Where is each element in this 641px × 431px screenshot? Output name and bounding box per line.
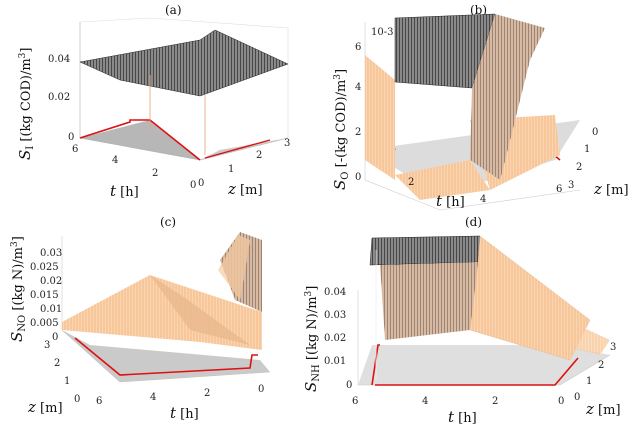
panel-b-ylabel: z [m] xyxy=(593,180,629,198)
panel-d-ztick-4: 0 xyxy=(346,380,352,391)
panel-a-title: (a) xyxy=(165,3,182,17)
panel-b-surface-wall xyxy=(470,14,545,180)
panel-b-ytick-3: 3 xyxy=(568,180,574,191)
panel-d-xtick-0: 6 xyxy=(352,396,358,407)
panel-b-xtick-1: 4 xyxy=(480,194,486,205)
panel-a-axes-top xyxy=(79,17,289,138)
panel-b: (b) 10-3 0 2 4 6 2 4 6 0 1 2 3 SO [-(kg … xyxy=(331,3,629,211)
panel-a-xtick-0: 6 xyxy=(72,144,78,155)
panel-c-zlabel: SNO [(kg N)/m3] xyxy=(8,236,28,342)
panel-d-ytick-0: 0 xyxy=(574,392,580,403)
panel-c: (c) 0.03 0.025 0.02 0.015 0.01 0.005 0 3… xyxy=(8,215,271,422)
panel-c-xtick-2: 2 xyxy=(204,388,210,399)
panel-c-title: (c) xyxy=(160,215,176,229)
panel-d-xtick-2: 2 xyxy=(492,396,498,407)
panel-b-title: (b) xyxy=(470,3,487,17)
panel-d-surface-front xyxy=(380,262,478,340)
panel-b-ztick-0: 0 xyxy=(355,172,361,183)
panel-a-ztick-2: 0 xyxy=(68,132,74,143)
panel-b-surface-floor xyxy=(395,160,490,200)
panel-b-zexp: 10-3 xyxy=(371,27,393,38)
panel-d-ztick-0: 0.04 xyxy=(324,287,346,298)
panel-a-floor-trace xyxy=(79,119,201,161)
panel-d-ytick-2: 2 xyxy=(598,360,604,371)
panel-b-xlabel: t [h] xyxy=(436,192,465,210)
panel-d-xlabel: t [h] xyxy=(448,408,477,426)
panel-d-surface-top xyxy=(369,235,481,266)
panel-d-xtick-1: 4 xyxy=(422,396,428,407)
panel-a: (a) 0.04 0.02 0 6 4 2 0 0 1 2 3 SI [(kg … xyxy=(16,3,290,200)
panel-c-ylabel: z [m] xyxy=(27,398,63,416)
panel-c-ztick-4: 0.01 xyxy=(40,304,62,315)
panel-c-xlabel: t [h] xyxy=(170,404,199,422)
panel-c-ztick-6: 0 xyxy=(52,332,58,343)
panel-d-zlabel: SNH [(kg N)/m3] xyxy=(302,286,322,392)
panel-a-ytick-0: 0 xyxy=(198,178,204,189)
panel-d-ztick-1: 0.03 xyxy=(324,310,346,321)
panel-d-ztick-2: 0.02 xyxy=(324,333,346,344)
panel-d-ytick-1: 1 xyxy=(586,376,592,387)
panel-c-xtick-3: 0 xyxy=(258,384,264,395)
panel-b-surface-left xyxy=(365,55,395,180)
panel-c-ytick-2: 1 xyxy=(64,376,70,387)
panel-c-ztick-1: 0.025 xyxy=(30,262,59,273)
panel-b-ztick-3: 6 xyxy=(355,42,361,53)
panel-d-title: (d) xyxy=(465,215,482,229)
panel-b-ytick-0: 0 xyxy=(592,127,598,138)
panel-b-xtick-0: 2 xyxy=(408,177,414,188)
panel-c-surface-peak-front xyxy=(218,235,250,300)
panel-d-floor-shadow xyxy=(358,345,610,385)
panel-d: (d) 0.04 0.03 0.02 0.01 0 6 4 2 0 0 1 2 … xyxy=(302,215,621,426)
panel-a-xtick-1: 4 xyxy=(112,155,118,166)
panel-d-surface-tail xyxy=(545,310,610,355)
panel-a-xlabel: t [h] xyxy=(110,182,139,200)
panel-d-xtick-3: 0 xyxy=(558,396,564,407)
panel-b-ytick-2: 2 xyxy=(576,162,582,173)
panel-d-floor-trace xyxy=(371,344,380,386)
panel-c-xtick-0: 6 xyxy=(96,396,102,407)
panel-d-ytick-3: 3 xyxy=(610,342,616,353)
panel-a-xtick-3: 0 xyxy=(190,180,196,191)
panel-a-ztick-1: 0.02 xyxy=(48,92,70,103)
panel-a-floor-shadow xyxy=(80,120,200,160)
panel-a-surface xyxy=(79,29,289,97)
panel-c-ztick-2: 0.02 xyxy=(40,276,62,287)
panel-c-floor-trace xyxy=(74,337,258,376)
panel-b-zlabel: SO [-(kg COD)/m3] xyxy=(331,69,351,190)
panel-a-floor-shadow-2 xyxy=(200,138,288,160)
panel-d-ztick-3: 0.01 xyxy=(324,356,346,367)
panel-b-ztick-1: 2 xyxy=(355,127,361,138)
panel-b-ytick-1: 1 xyxy=(584,144,590,155)
panel-d-floor-trace-2 xyxy=(375,357,579,386)
panel-c-ztick-5: 0.005 xyxy=(30,318,59,329)
panel-b-ztick-2: 4 xyxy=(355,82,361,93)
panel-c-ztick-0: 0.03 xyxy=(40,248,62,259)
panel-a-ytick-3: 3 xyxy=(284,138,290,149)
panel-d-ylabel: z [m] xyxy=(585,400,621,418)
panel-a-floor-trace-2 xyxy=(204,139,271,159)
panel-a-xtick-2: 2 xyxy=(152,168,158,179)
panel-c-ztick-3: 0.015 xyxy=(30,290,59,301)
panel-c-ytick-0: 3 xyxy=(44,340,50,351)
panel-c-ytick-1: 2 xyxy=(54,358,60,369)
panel-a-ytick-2: 2 xyxy=(256,150,262,161)
panel-c-xtick-1: 4 xyxy=(150,392,156,403)
panel-a-ylabel: z [m] xyxy=(227,180,263,198)
panel-a-zlabel: SI [(kg COD)/m3] xyxy=(16,48,36,160)
panel-b-xtick-2: 6 xyxy=(556,184,562,195)
panel-a-ytick-1: 1 xyxy=(228,164,234,175)
panel-c-ytick-3: 0 xyxy=(74,394,80,405)
panel-a-ztick-0: 0.04 xyxy=(48,54,70,65)
panel-c-surface-fold xyxy=(150,275,250,345)
